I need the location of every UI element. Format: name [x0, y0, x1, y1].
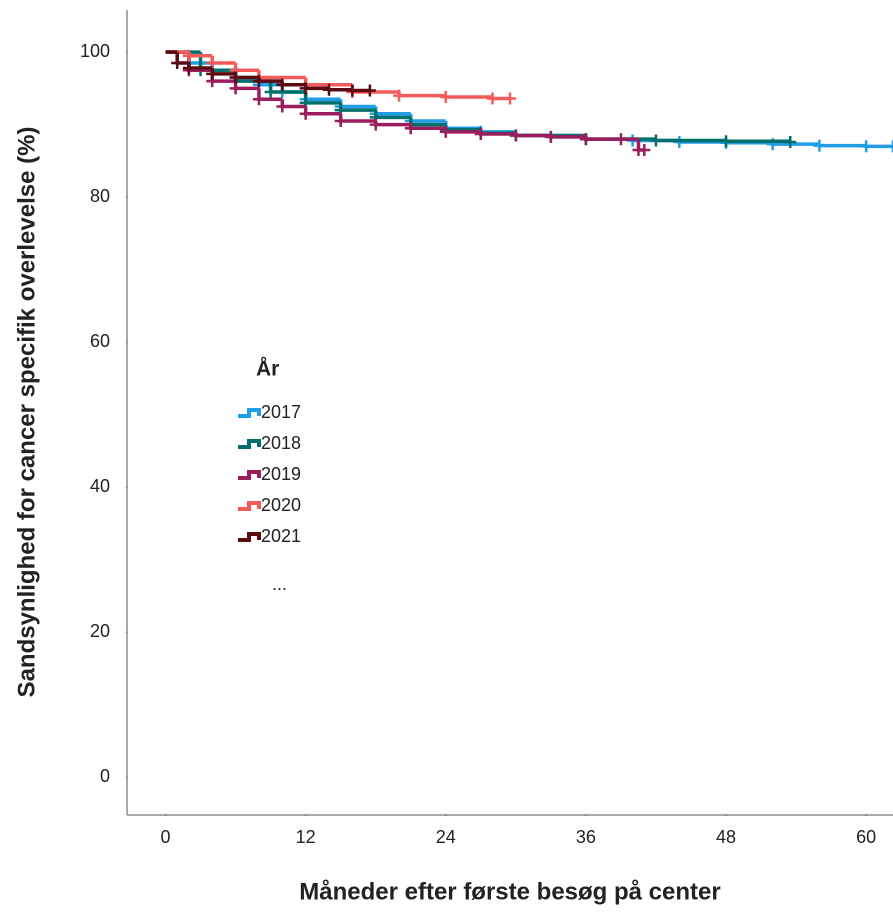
y-axis-title: Sandsynlighed for cancer specifik overle…	[13, 127, 40, 698]
survival-step	[303, 77, 353, 87]
survival-step	[257, 70, 306, 80]
legend-label: 2018	[261, 433, 301, 453]
censor-mark	[486, 92, 499, 105]
legend-label: 2021	[261, 526, 301, 546]
censor-mark	[171, 56, 184, 69]
censor-mark	[206, 56, 219, 69]
censor-mark	[299, 82, 312, 95]
censor-mark	[404, 122, 417, 135]
censor-mark	[474, 128, 487, 141]
censor-mark	[509, 129, 522, 142]
censor-mark	[346, 84, 359, 97]
y-tick-label: 100	[80, 41, 110, 61]
y-tick-label: 0	[100, 766, 110, 786]
censor-mark	[393, 89, 406, 102]
censor-mark	[439, 125, 452, 138]
censor-mark	[299, 107, 312, 120]
legend-swatch	[238, 470, 261, 480]
censor-mark	[504, 92, 516, 105]
censor-mark	[614, 133, 627, 146]
censor-mark	[252, 75, 265, 88]
survival-step	[303, 91, 341, 105]
y-tick-label: 20	[90, 621, 110, 641]
censor-mark	[276, 78, 289, 91]
survival-step	[397, 91, 446, 98]
legend-swatch	[238, 501, 261, 511]
legend-label: 2020	[261, 495, 301, 515]
survival-step	[654, 138, 727, 143]
censor-mark	[264, 85, 277, 98]
censor-mark	[182, 62, 195, 75]
censor-mark	[579, 133, 592, 146]
censor-mark	[638, 143, 651, 156]
censor-mark	[229, 82, 242, 95]
censor-mark	[182, 49, 195, 62]
censor-mark	[860, 140, 873, 153]
censor-mark	[252, 93, 265, 106]
censor-mark	[363, 84, 376, 97]
legend-more: ...	[272, 574, 287, 594]
x-tick-label: 36	[576, 827, 596, 847]
survival-step	[724, 139, 791, 144]
y-tick-label: 40	[90, 476, 110, 496]
x-tick-label: 0	[161, 827, 171, 847]
legend-swatch	[238, 408, 261, 418]
censor-mark	[276, 100, 289, 113]
censor-mark	[813, 139, 826, 152]
y-tick-label: 80	[90, 186, 110, 206]
censor-mark	[649, 134, 662, 147]
legend-title: År	[256, 357, 279, 381]
legend-swatch	[238, 439, 261, 449]
censor-mark	[887, 140, 893, 153]
x-tick-label: 12	[296, 827, 316, 847]
censor-mark	[720, 135, 733, 148]
censor-mark	[784, 135, 797, 148]
y-tick-label: 60	[90, 331, 110, 351]
censor-mark	[369, 118, 382, 131]
censor-mark	[544, 130, 557, 143]
x-axis-title: Måneder efter første besøg på center	[299, 878, 720, 905]
legend-label: 2019	[261, 464, 301, 484]
legend-swatch	[238, 532, 261, 542]
censor-mark	[229, 71, 242, 84]
x-tick-label: 60	[856, 827, 876, 847]
censor-mark	[323, 83, 336, 96]
x-tick-label: 48	[716, 827, 736, 847]
survival-step	[444, 95, 493, 99]
legend-label: 2017	[261, 402, 301, 422]
survival-step	[817, 143, 867, 148]
x-tick-label: 24	[436, 827, 456, 847]
censor-mark	[334, 114, 347, 127]
censor-mark	[206, 67, 219, 80]
censor-mark	[439, 91, 452, 104]
